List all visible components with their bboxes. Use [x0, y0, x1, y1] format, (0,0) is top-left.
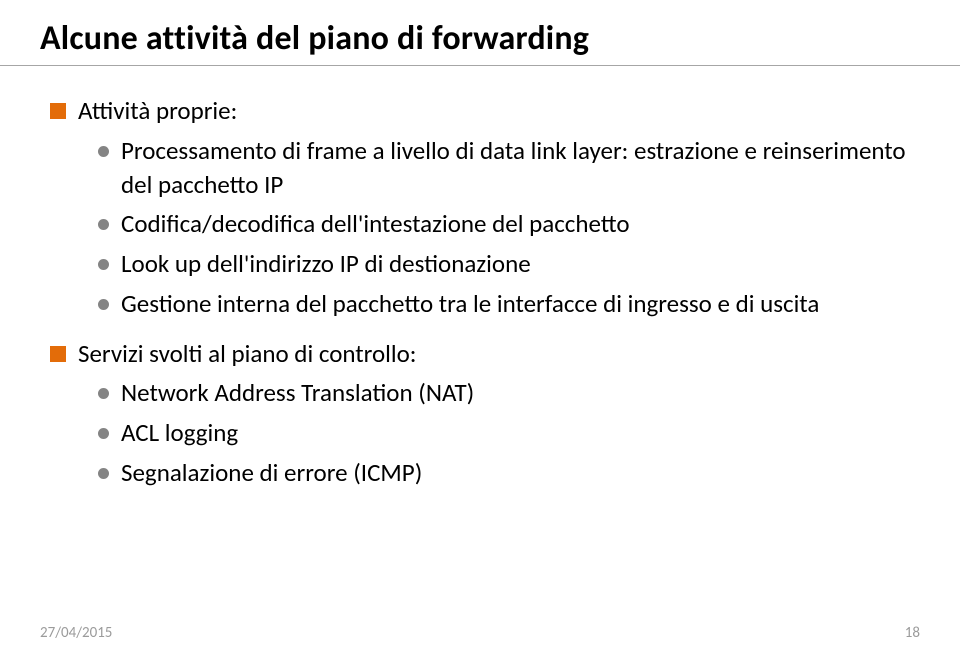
title-bar: Alcune attività del piano di forwarding [0, 0, 960, 66]
list-item-text: Segnalazione di errore (ICMP) [121, 456, 422, 490]
footer-date: 27/04/2015 [40, 624, 112, 642]
sub-list: Network Address Translation (NAT) ACL lo… [50, 376, 910, 489]
round-bullet-icon [98, 146, 109, 157]
square-bullet-icon [50, 346, 66, 362]
list-item-text: Look up dell'indirizzo IP di destionazio… [121, 247, 531, 281]
list-item-text: Processamento di frame a livello di data… [121, 134, 910, 202]
list-item: Gestione interna del pacchetto tra le in… [98, 287, 910, 321]
list-item: Network Address Translation (NAT) [98, 376, 910, 410]
section-label: Attività proprie: [78, 94, 237, 128]
footer: 27/04/2015 18 [40, 624, 920, 642]
round-bullet-icon [98, 428, 109, 439]
round-bullet-icon [98, 259, 109, 270]
list-item-text: Network Address Translation (NAT) [121, 376, 474, 410]
round-bullet-icon [98, 388, 109, 399]
round-bullet-icon [98, 468, 109, 479]
footer-page: 18 [905, 624, 920, 642]
list-item-text: Codifica/decodifica dell'intestazione de… [121, 207, 630, 241]
list-item: Codifica/decodifica dell'intestazione de… [98, 207, 910, 241]
section-heading: Servizi svolti al piano di controllo: [50, 337, 910, 371]
list-item: Processamento di frame a livello di data… [98, 134, 910, 202]
sub-list: Processamento di frame a livello di data… [50, 134, 910, 321]
list-item: Look up dell'indirizzo IP di destionazio… [98, 247, 910, 281]
list-item: ACL logging [98, 416, 910, 450]
round-bullet-icon [98, 219, 109, 230]
content-area: Attività proprie: Processamento di frame… [0, 66, 960, 490]
round-bullet-icon [98, 299, 109, 310]
section-heading: Attività proprie: [50, 94, 910, 128]
list-item-text: Gestione interna del pacchetto tra le in… [121, 287, 819, 321]
section-label: Servizi svolti al piano di controllo: [78, 337, 417, 371]
list-item: Segnalazione di errore (ICMP) [98, 456, 910, 490]
square-bullet-icon [50, 103, 66, 119]
page-title: Alcune attività del piano di forwarding [40, 18, 920, 59]
list-item-text: ACL logging [121, 416, 238, 450]
